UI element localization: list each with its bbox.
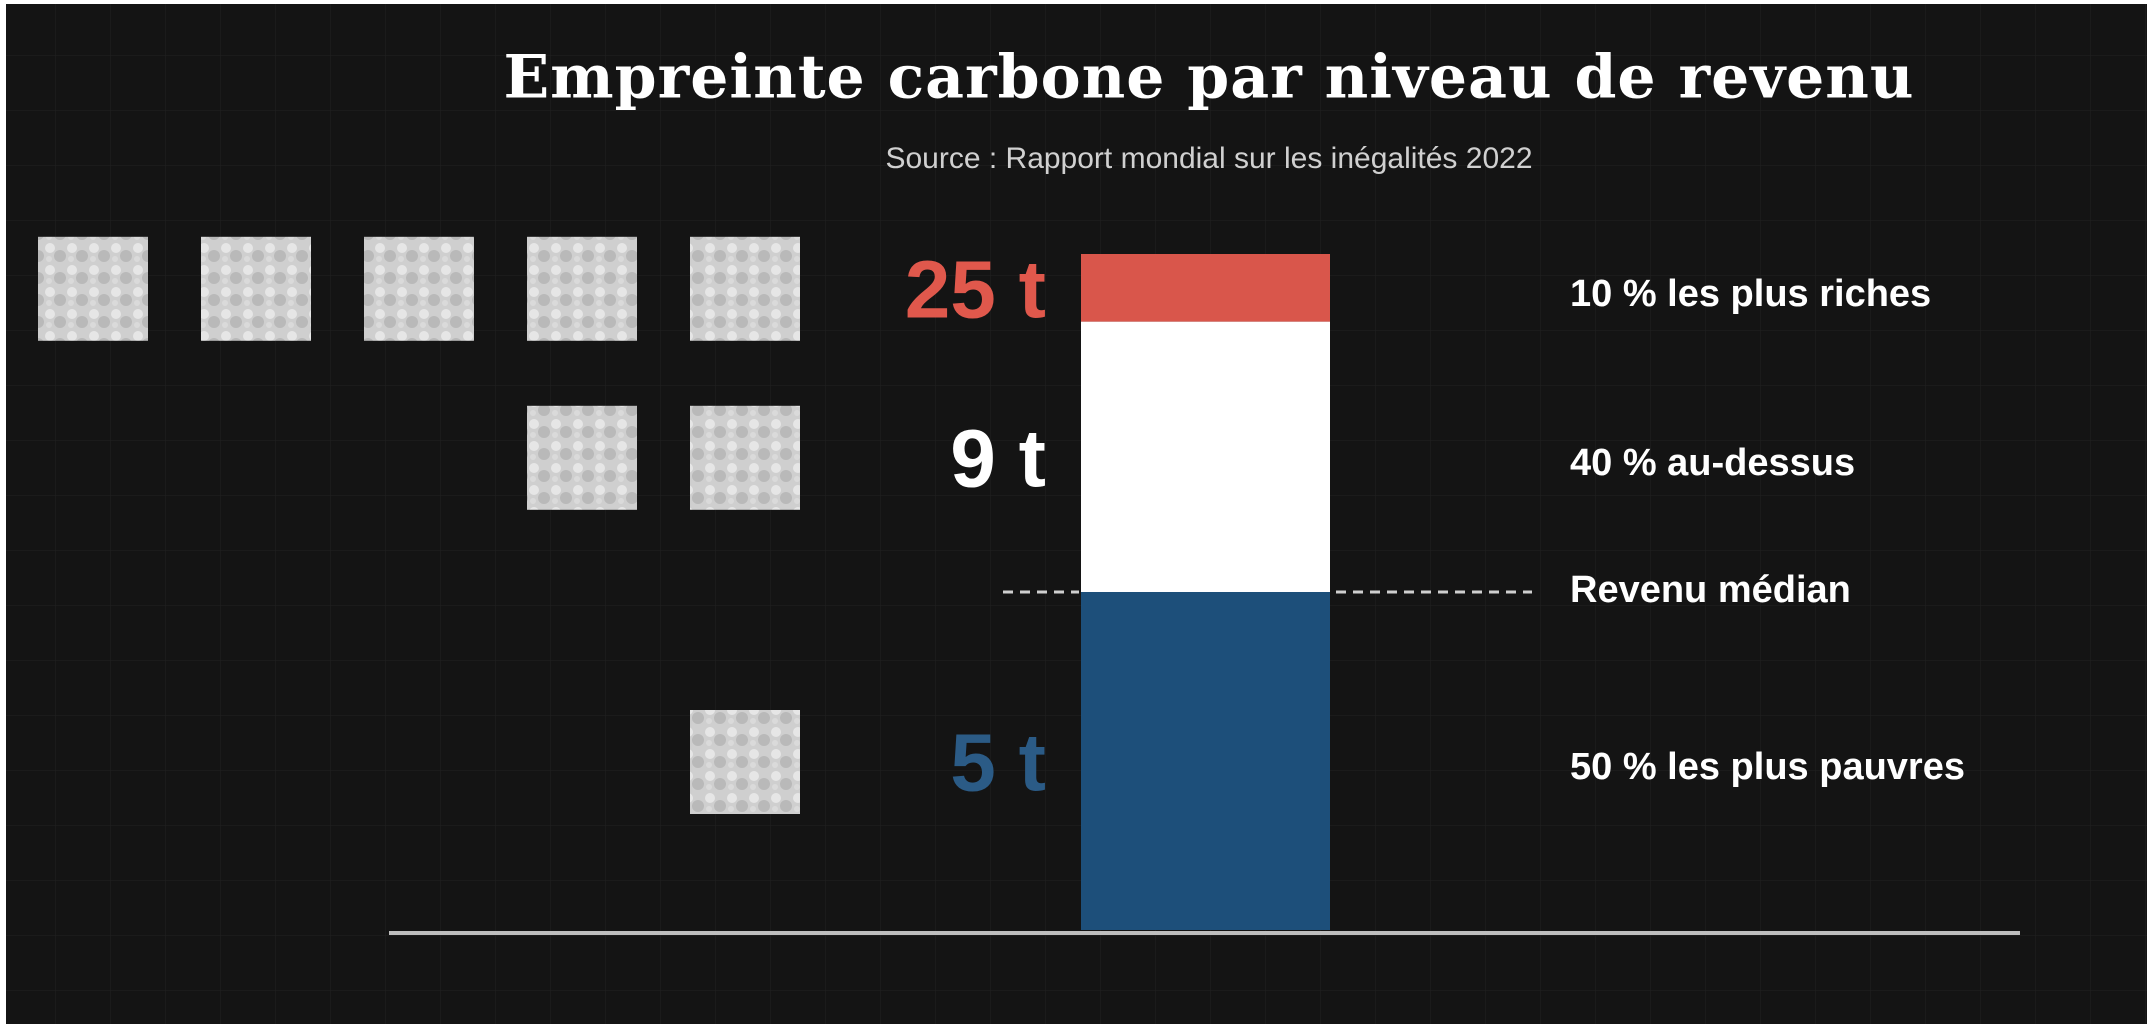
carbon-icon (690, 236, 800, 341)
carbon-icon (38, 236, 148, 341)
chart-title: Empreinte carbone par niveau de revenu (503, 43, 1914, 113)
carbon-icon (527, 405, 637, 510)
group-label: 50 % les plus pauvres (1570, 746, 1965, 788)
value-label: 5 t (950, 718, 1046, 809)
value-label: 25 t (905, 244, 1046, 335)
carbon-icon (527, 236, 637, 341)
bar-segment (1081, 592, 1330, 930)
group-label: 40 % au-dessus (1570, 442, 1855, 484)
median-label: Revenu médian (1570, 569, 1851, 611)
value-label: 9 t (950, 413, 1046, 504)
background-grid (6, 4, 2147, 1024)
bar-segment (1081, 321, 1330, 592)
bar-segment (1081, 254, 1330, 322)
chart-subtitle: Source : Rapport mondial sur les inégali… (885, 142, 1532, 175)
carbon-icon (690, 710, 800, 814)
carbon-icon (690, 405, 800, 510)
carbon-icon (201, 236, 311, 341)
carbon-icon (364, 236, 474, 341)
group-label: 10 % les plus riches (1570, 273, 1931, 315)
